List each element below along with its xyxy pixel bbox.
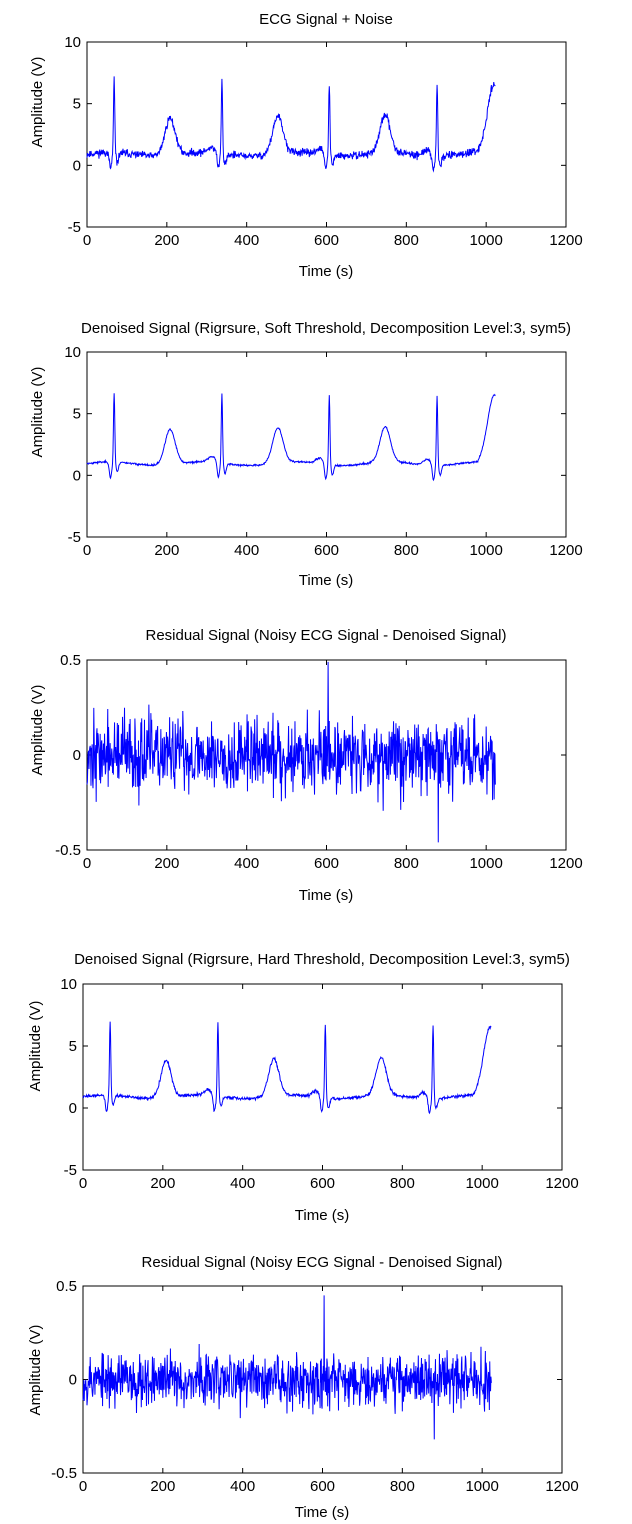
y-tick-label: 0.5	[56, 1278, 77, 1295]
series-line	[82, 1021, 492, 1115]
x-tick-label: 1200	[545, 1478, 578, 1495]
x-tick-label: 600	[314, 542, 339, 559]
x-tick-label: 0	[79, 1478, 87, 1495]
y-tick-label: 10	[64, 344, 81, 361]
subplot-3: Residual Signal (Noisy ECG Signal - Deno…	[29, 627, 507, 904]
x-tick-label: 800	[390, 1175, 415, 1192]
series-line	[86, 661, 496, 843]
series-line	[82, 1295, 492, 1440]
x-tick-label: 200	[150, 1175, 175, 1192]
x-tick-label: 0	[83, 855, 91, 872]
x-tick-label: 800	[390, 1478, 415, 1495]
x-tick-label: 400	[234, 542, 259, 559]
subplot-5: Residual Signal (Noisy ECG Signal - Deno…	[27, 1254, 503, 1521]
y-axis-label: Amplitude (V)	[27, 1001, 44, 1092]
y-tick-label: 5	[69, 1038, 77, 1055]
subplot-title: ECG Signal + Noise	[259, 11, 393, 28]
y-tick-label: -5	[64, 1162, 77, 1179]
x-tick-label: 1200	[549, 855, 582, 872]
x-tick-label: 600	[314, 232, 339, 249]
x-tick-label: 1000	[465, 1478, 498, 1495]
x-tick-label: 800	[394, 232, 419, 249]
x-axis-label: Time (s)	[299, 263, 353, 280]
x-tick-label: 1000	[469, 855, 502, 872]
x-tick-label: 0	[83, 542, 91, 559]
y-tick-label: 0	[69, 1100, 77, 1117]
subplot-1: ECG Signal + Noise Amplitude (V) Time (s…	[29, 11, 393, 280]
y-tick-label: -5	[68, 529, 81, 546]
x-tick-label: 400	[234, 855, 259, 872]
axes-box	[86, 351, 567, 538]
x-tick-label: 200	[154, 542, 179, 559]
subplot-title: Residual Signal (Noisy ECG Signal - Deno…	[145, 627, 506, 644]
x-tick-label: 600	[310, 1478, 335, 1495]
y-axis-label: Amplitude (V)	[29, 685, 46, 776]
y-tick-label: 5	[73, 96, 81, 113]
axes-box	[82, 983, 563, 1171]
y-tick-label: 10	[60, 976, 77, 993]
subplot-title: Denoised Signal (Rigrsure, Hard Threshol…	[74, 951, 570, 968]
y-tick-label: 5	[73, 406, 81, 423]
y-tick-label: 0	[73, 747, 81, 764]
x-tick-label: 200	[150, 1478, 175, 1495]
x-tick-label: 400	[234, 232, 259, 249]
x-tick-label: 600	[314, 855, 339, 872]
x-tick-label: 1000	[469, 232, 502, 249]
x-tick-label: 1200	[545, 1175, 578, 1192]
y-tick-label: -0.5	[55, 842, 81, 859]
subplot-title: Residual Signal (Noisy ECG Signal - Deno…	[141, 1254, 502, 1271]
x-axis-label: Time (s)	[299, 887, 353, 904]
x-tick-label: 1200	[549, 232, 582, 249]
x-axis-label: Time (s)	[295, 1207, 349, 1224]
x-axis-label: Time (s)	[295, 1504, 349, 1521]
y-tick-label: 0	[73, 467, 81, 484]
x-tick-label: 1000	[465, 1175, 498, 1192]
x-tick-label: 0	[83, 232, 91, 249]
x-tick-label: 0	[79, 1175, 87, 1192]
x-tick-label: 1200	[549, 542, 582, 559]
x-tick-label: 400	[230, 1478, 255, 1495]
series-line	[86, 393, 496, 482]
x-tick-label: 1000	[469, 542, 502, 559]
y-tick-label: 0	[73, 157, 81, 174]
y-axis-label: Amplitude (V)	[29, 367, 46, 458]
x-tick-label: 400	[230, 1175, 255, 1192]
y-tick-label: 10	[64, 34, 81, 51]
axes-box	[86, 41, 567, 228]
y-axis-label: Amplitude (V)	[29, 57, 46, 148]
x-tick-label: 800	[394, 855, 419, 872]
x-axis-label: Time (s)	[299, 572, 353, 589]
subplot-4: Denoised Signal (Rigrsure, Hard Threshol…	[27, 951, 570, 1224]
y-tick-label: 0	[69, 1372, 77, 1389]
x-tick-label: 800	[394, 542, 419, 559]
y-tick-label: -5	[68, 219, 81, 236]
x-tick-label: 200	[154, 232, 179, 249]
x-tick-label: 600	[310, 1175, 335, 1192]
series-line	[86, 76, 496, 173]
y-axis-label: Amplitude (V)	[27, 1325, 44, 1416]
y-tick-label: 0.5	[60, 652, 81, 669]
subplot-2: Denoised Signal (Rigrsure, Soft Threshol…	[29, 320, 571, 589]
subplot-title: Denoised Signal (Rigrsure, Soft Threshol…	[81, 320, 571, 337]
plot-area-3: 0 200 400 600 800 1000 1200-0.500.5	[55, 652, 583, 872]
plot-area-5: 0 200 400 600 800 1000 1200-0.500.5	[51, 1278, 579, 1495]
y-tick-label: -0.5	[51, 1465, 77, 1482]
x-tick-label: 200	[154, 855, 179, 872]
